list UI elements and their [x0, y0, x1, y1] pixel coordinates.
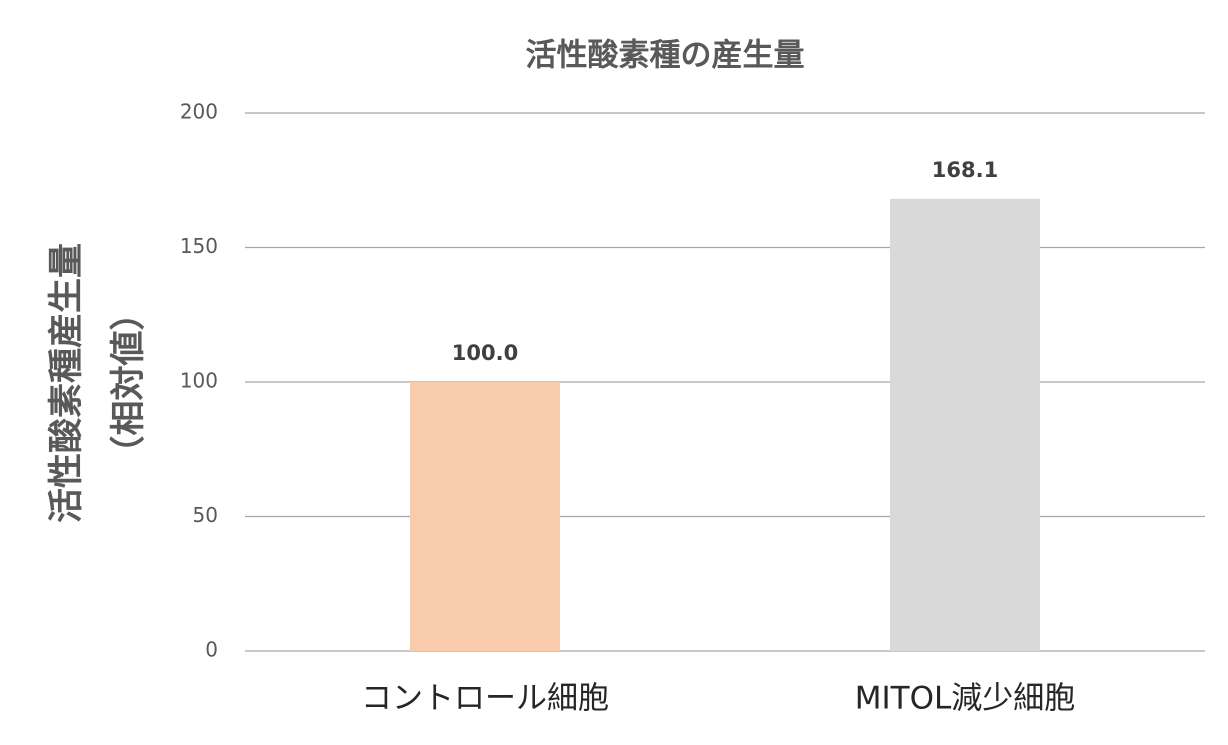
y-tick-label: 100 [180, 369, 218, 393]
x-tick-label: MITOL減少細胞 [855, 681, 1076, 717]
y-tick-label: 200 [180, 100, 218, 124]
data-label: 100.0 [452, 341, 518, 365]
bar [410, 382, 560, 651]
data-label: 168.1 [932, 158, 998, 182]
chart-title: 活性酸素種の産生量 [526, 38, 805, 74]
y-tick-label: 0 [205, 638, 218, 662]
x-tick-label: コントロール細胞 [361, 681, 609, 717]
y-axis-label: 活性酸素種産生量 （相対値） [47, 243, 149, 523]
bar [890, 198, 1040, 651]
y-tick-label: 50 [193, 503, 218, 527]
y-axis-label-line: （相対値） [109, 295, 149, 470]
y-tick-label: 150 [180, 234, 218, 258]
y-axis-label-line: 活性酸素種産生量 [47, 243, 87, 523]
